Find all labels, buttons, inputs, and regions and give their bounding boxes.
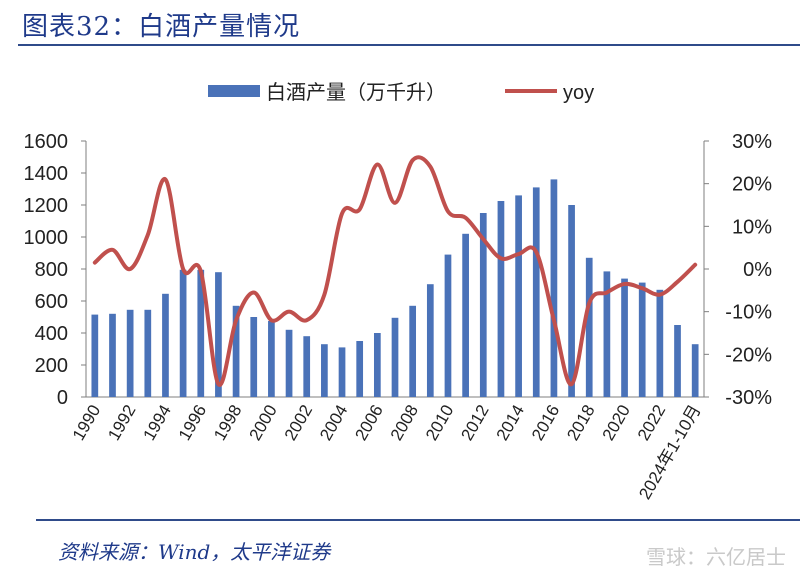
production-bar xyxy=(268,321,275,397)
production-bar xyxy=(91,314,99,397)
x-tick-label: 2016 xyxy=(528,402,563,444)
production-bar xyxy=(303,336,311,397)
production-bar xyxy=(462,233,469,397)
title-divider xyxy=(18,44,800,46)
x-tick-label: 1994 xyxy=(140,402,175,444)
production-bar xyxy=(568,205,575,397)
right-tick-label: -30% xyxy=(725,387,772,409)
x-tick-label: 2010 xyxy=(422,402,457,444)
production-bar xyxy=(126,309,134,397)
production-bar xyxy=(444,254,452,397)
left-tick-label: 1600 xyxy=(24,131,69,153)
left-tick-label: 1000 xyxy=(24,227,69,249)
production-bar xyxy=(162,293,169,397)
production-bar xyxy=(179,269,187,397)
left-tick-label: 200 xyxy=(35,355,68,377)
x-tick-label: 1990 xyxy=(69,402,104,444)
right-tick-label: -10% xyxy=(725,302,772,324)
production-bar xyxy=(109,313,116,397)
production-bar xyxy=(426,284,434,397)
left-tick-label: 800 xyxy=(35,259,68,281)
production-bar xyxy=(321,344,328,397)
x-axis-tick-labels: 1990 1992 1994 1996 1998 2000 2002 2004 2006 2008… xyxy=(69,402,705,503)
production-bar xyxy=(356,341,364,397)
production-bar xyxy=(532,187,540,397)
legend-bar-label: 白酒产量（万千升） xyxy=(266,81,446,104)
x-tick-label: 2012 xyxy=(457,402,492,444)
right-axis-tick-labels: -30% -20% -10% 0% 10% 20% 30% xyxy=(725,131,772,409)
footer-divider xyxy=(36,519,800,521)
x-tick-label: 1998 xyxy=(210,402,245,444)
x-tick-label: 2004 xyxy=(316,402,351,444)
production-bar xyxy=(338,347,346,397)
production-bar xyxy=(409,305,417,397)
production-bar xyxy=(497,201,505,397)
source-note: 资料来源：Wind，太平洋证券 xyxy=(58,540,331,564)
legend-line-label: yoy xyxy=(563,82,594,104)
right-tick-label: 0% xyxy=(743,259,772,281)
yoy-line-series xyxy=(92,155,698,387)
production-bar xyxy=(674,325,681,397)
left-tick-label: 1200 xyxy=(24,195,69,217)
production-bar xyxy=(232,305,240,397)
production-bar xyxy=(391,317,399,397)
left-tick-label: 400 xyxy=(35,323,68,345)
left-tick-label: 600 xyxy=(35,291,68,313)
chart-legend: 白酒产量（万千升） yoy xyxy=(208,81,594,104)
x-tick-label: 1996 xyxy=(175,402,210,444)
bar-series xyxy=(91,179,699,397)
production-bar xyxy=(285,329,293,397)
production-bar xyxy=(515,195,522,397)
production-bar xyxy=(603,271,611,397)
production-bar xyxy=(585,257,593,397)
x-tick-label: 2000 xyxy=(245,402,280,444)
right-tick-label: 20% xyxy=(732,174,772,196)
right-tick-label: 30% xyxy=(732,131,772,153)
x-tick-label: 2020 xyxy=(599,402,634,444)
yoy-line xyxy=(92,155,698,387)
left-tick-label: 1400 xyxy=(24,163,69,185)
production-bar xyxy=(479,213,487,397)
production-bar xyxy=(250,317,258,397)
production-bar xyxy=(638,282,646,397)
x-tick-label: 2006 xyxy=(351,402,386,444)
watermark: 雪球：六亿居士 xyxy=(646,545,786,569)
x-tick-label: 2022 xyxy=(634,402,669,444)
chart-svg: 白酒产量（万千升） yoy 1990 1992 1994 1996 1998 2000 20… xyxy=(24,81,773,503)
right-tick-label: -20% xyxy=(725,344,772,366)
production-bar xyxy=(197,269,205,397)
production-bar xyxy=(621,278,628,397)
right-tick-label: 10% xyxy=(732,216,772,238)
production-bar xyxy=(691,344,699,397)
left-tick-label: 0 xyxy=(57,387,68,409)
x-tick-label: 2018 xyxy=(563,402,598,444)
x-tick-label: 2008 xyxy=(387,402,422,444)
x-tick-label: 2014 xyxy=(493,402,528,444)
production-bar xyxy=(215,272,222,397)
x-tick-label: 2002 xyxy=(281,402,316,444)
production-bar xyxy=(373,333,381,397)
chart-title: 图表32：白酒产量情况 xyxy=(22,12,301,42)
x-tick-label: 1992 xyxy=(104,402,139,444)
production-bar xyxy=(144,309,152,397)
left-axis-tick-labels: 0 200 400 600 800 1000 1200 1400 1600 xyxy=(24,131,69,409)
legend-bar-swatch xyxy=(208,85,260,97)
production-bar xyxy=(656,289,664,397)
production-bar xyxy=(550,179,558,397)
